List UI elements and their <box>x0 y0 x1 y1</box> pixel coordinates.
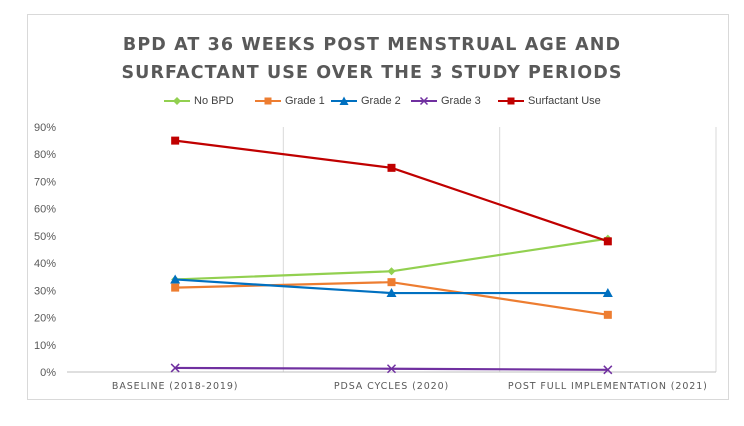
data-point-surfactant-use <box>387 163 396 172</box>
y-tick-label: 90% <box>34 122 56 134</box>
legend-label: Grade 3 <box>441 95 481 107</box>
legend-label: Surfactant Use <box>528 95 601 107</box>
data-point-grade-3 <box>603 365 613 375</box>
y-tick-label: 20% <box>34 313 56 325</box>
legend-item-surfactant-use: Surfactant Use <box>498 92 601 110</box>
legend-swatch <box>255 97 281 105</box>
data-point-grade-1 <box>603 310 612 319</box>
y-tick-label: 30% <box>34 285 56 297</box>
data-point-surfactant-use <box>171 136 180 145</box>
data-point-no-bpd <box>387 267 396 276</box>
chart-title-line-1: BPD AT 36 WEEKS POST MENSTRUAL AGE AND <box>122 35 622 55</box>
legend-swatch <box>411 96 437 106</box>
legend-label: Grade 1 <box>285 95 325 107</box>
series-line-grade-1 <box>175 281 608 316</box>
data-point-grade-2 <box>602 288 613 298</box>
data-point-grade-1 <box>171 283 180 292</box>
data-point-surfactant-use <box>603 237 612 246</box>
x-tick-label: PDSA CYCLES (2020) <box>334 381 449 392</box>
data-point-grade-2 <box>386 288 397 298</box>
data-point-grade-1 <box>387 278 396 287</box>
y-tick-label: 10% <box>34 340 56 352</box>
legend-item-grade-3: Grade 3 <box>411 92 481 110</box>
legend-item-grade-1: Grade 1 <box>255 92 325 110</box>
y-tick-label: 0% <box>40 367 56 379</box>
y-tick-label: 70% <box>34 176 56 188</box>
y-tick-label: 60% <box>34 204 56 216</box>
legend-swatch <box>164 97 190 105</box>
legend-item-no-bpd: No BPD <box>164 92 234 110</box>
y-tick-label: 40% <box>34 258 56 270</box>
legend-item-grade-2: Grade 2 <box>331 92 401 110</box>
y-tick-label: 80% <box>34 149 56 161</box>
x-tick-label: BASELINE (2018-2019) <box>112 381 238 392</box>
legend-label: No BPD <box>194 95 234 107</box>
legend-swatch <box>331 96 357 105</box>
legend-label: Grade 2 <box>361 95 401 107</box>
data-point-grade-3 <box>170 363 180 373</box>
chart-legend: No BPD Grade 1 Grade 2 Grade 3 Surfactant Us… <box>0 92 744 110</box>
series-line-surfactant-use <box>175 139 609 243</box>
legend-swatch <box>498 97 524 105</box>
data-point-grade-3 <box>386 364 397 374</box>
chart-frame <box>27 14 729 400</box>
y-tick-label: 50% <box>34 231 56 243</box>
x-tick-label: POST FULL IMPLEMENTATION (2021) <box>508 381 708 392</box>
data-point-grade-2 <box>170 274 181 284</box>
chart-title-line-2: SURFACTANT USE OVER THE 3 STUDY PERIODS <box>121 63 623 83</box>
chart-title: BPD AT 36 WEEKS POST MENSTRUAL AGE AND S… <box>0 31 744 87</box>
